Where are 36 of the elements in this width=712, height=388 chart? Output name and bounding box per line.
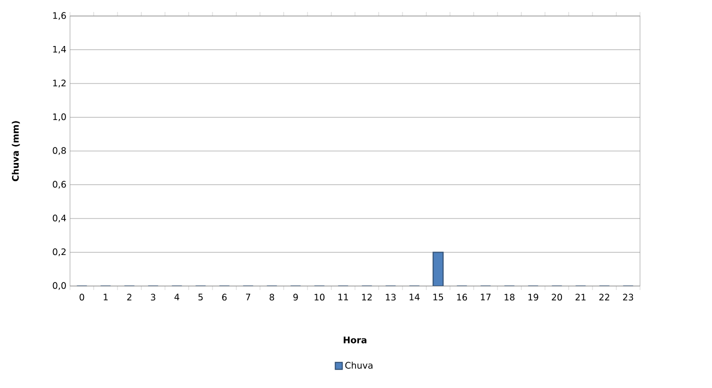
x-tick-label: 20 bbox=[552, 294, 562, 301]
x-tick-label: 8 bbox=[270, 294, 274, 301]
x-tick-label: 0 bbox=[80, 294, 84, 301]
x-tick-label: 5 bbox=[198, 294, 203, 300]
x-tick-label: 2 bbox=[127, 294, 132, 300]
y-tick-label: 1,6 bbox=[53, 12, 66, 20]
y-tick-label: 0,2 bbox=[52, 248, 66, 256]
x-tick-label: 22 bbox=[599, 294, 610, 300]
y-tick-label: 1,4 bbox=[53, 46, 66, 54]
legend-label: Chuva bbox=[345, 362, 372, 369]
x-axis-title: Hora bbox=[344, 336, 366, 344]
x-tick-label: 4 bbox=[174, 294, 180, 300]
x-tick-label: 18 bbox=[504, 294, 514, 301]
x-tick-label: 11 bbox=[338, 294, 348, 300]
x-tick-label: 1 bbox=[104, 294, 108, 300]
x-tick-label: 14 bbox=[410, 294, 420, 300]
x-tick-label: 23 bbox=[623, 294, 634, 301]
x-tick-label: 7 bbox=[246, 294, 250, 300]
y-tick-label: 0,8 bbox=[52, 147, 66, 155]
y-tick-label: 1,2 bbox=[53, 80, 66, 88]
x-tick-label: 9 bbox=[293, 294, 298, 301]
y-axis-title: Chuva (mm) bbox=[12, 121, 20, 182]
x-tick-label: 17 bbox=[480, 294, 491, 300]
x-tick-label: 13 bbox=[386, 294, 396, 301]
y-tick-label: 0,4 bbox=[52, 214, 66, 222]
y-tick-label: 0,0 bbox=[52, 282, 66, 290]
x-tick-label: 19 bbox=[528, 294, 538, 301]
y-tick-label: 1,0 bbox=[53, 113, 66, 122]
x-tick-label: 6 bbox=[222, 294, 227, 301]
x-tick-label: 10 bbox=[314, 294, 324, 301]
x-tick-label: 12 bbox=[362, 294, 372, 300]
y-tick-label: 0,6 bbox=[52, 180, 66, 189]
x-tick-label: 15 bbox=[433, 294, 444, 300]
x-tick-label: 16 bbox=[457, 294, 468, 301]
x-tick-label: 21 bbox=[576, 294, 586, 300]
x-tick-label: 3 bbox=[150, 294, 156, 301]
